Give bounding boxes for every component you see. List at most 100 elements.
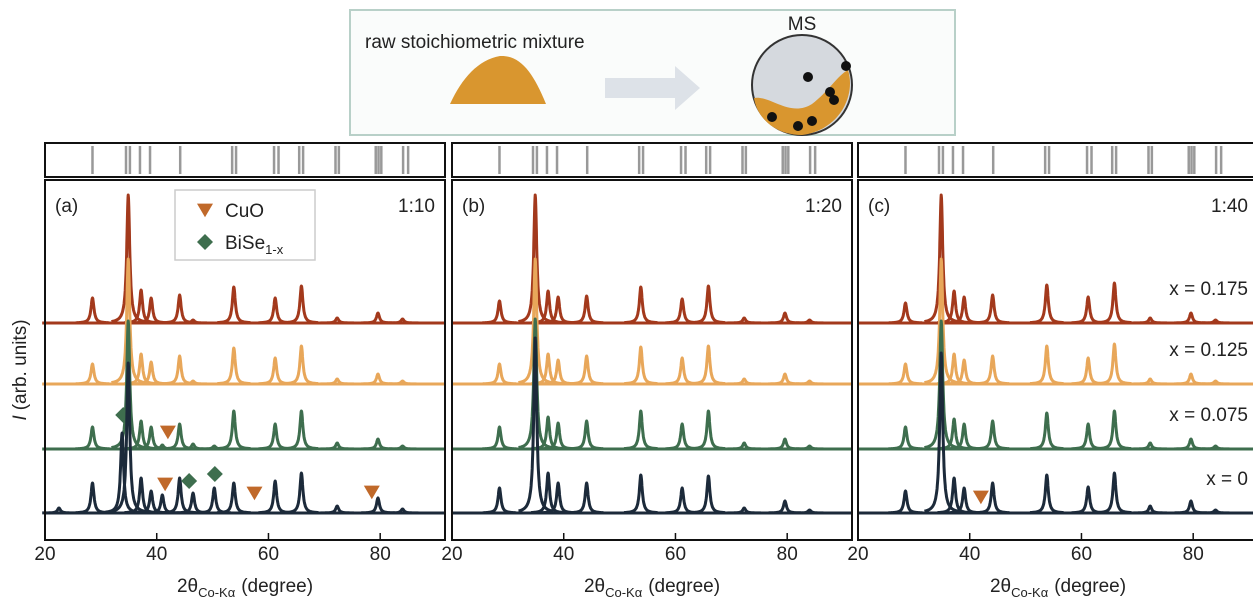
x-label-main: 2θ bbox=[177, 576, 198, 597]
peak bbox=[319, 504, 356, 515]
peak bbox=[215, 346, 252, 386]
phase-marker bbox=[972, 490, 989, 505]
x-axis-label: 2θCo-Kα (degree) bbox=[177, 576, 313, 600]
peak bbox=[384, 317, 421, 325]
peak bbox=[1096, 471, 1133, 515]
legend-sub: 1-x bbox=[265, 242, 284, 257]
panel-label: (c) bbox=[868, 196, 890, 217]
peak bbox=[1197, 444, 1234, 451]
peak bbox=[568, 354, 605, 386]
peak bbox=[215, 285, 252, 325]
panel: x = 0.175 x = 0.125 x = 0.075 x = 0 20 40 60 80… bbox=[847, 142, 1253, 600]
peak bbox=[283, 344, 320, 386]
peak bbox=[622, 345, 659, 386]
peak bbox=[974, 293, 1011, 325]
peak bbox=[1070, 356, 1107, 386]
peak bbox=[481, 299, 518, 325]
peak bbox=[517, 257, 554, 385]
peak bbox=[690, 344, 727, 386]
peak bbox=[568, 481, 605, 515]
peak bbox=[923, 351, 960, 513]
arrow bbox=[605, 66, 700, 110]
reference-box bbox=[451, 142, 853, 178]
series-label: x = 0.175 bbox=[1169, 279, 1248, 300]
peak bbox=[144, 493, 181, 515]
legend-marker bbox=[197, 234, 213, 250]
legend-marker bbox=[197, 203, 213, 218]
peak bbox=[257, 422, 294, 451]
peak bbox=[767, 499, 803, 515]
peak bbox=[74, 362, 111, 386]
peak bbox=[1197, 508, 1234, 515]
schematic-label: raw stoichiometric mixture bbox=[365, 32, 585, 53]
peak bbox=[690, 474, 727, 515]
series-label: x = 0.125 bbox=[1169, 340, 1248, 361]
phase-marker bbox=[206, 466, 223, 482]
series-label: x = 0 bbox=[1206, 469, 1248, 490]
y-label-symbol: I bbox=[10, 415, 31, 421]
peak bbox=[257, 296, 294, 325]
x-tick-label: 80 bbox=[370, 544, 391, 565]
peak bbox=[887, 362, 924, 386]
x-tick-label: 60 bbox=[258, 544, 279, 565]
legend-box bbox=[174, 189, 316, 261]
peak bbox=[161, 293, 198, 325]
peak bbox=[726, 377, 763, 386]
peak bbox=[319, 377, 356, 386]
peak bbox=[1096, 281, 1133, 325]
peak bbox=[110, 193, 147, 324]
peak bbox=[215, 481, 252, 515]
peak bbox=[664, 486, 701, 515]
phase-marker bbox=[157, 477, 174, 492]
peak bbox=[726, 506, 763, 515]
peak bbox=[791, 318, 828, 325]
peak bbox=[1096, 409, 1133, 451]
y-label-text: (arb. units) bbox=[10, 319, 31, 410]
peak bbox=[726, 441, 763, 451]
peak bbox=[936, 476, 973, 515]
peak bbox=[1132, 377, 1169, 386]
peak bbox=[517, 193, 554, 324]
peak bbox=[664, 356, 701, 386]
peak bbox=[161, 354, 198, 386]
peak bbox=[133, 489, 170, 515]
phase-marker bbox=[181, 473, 198, 489]
mill-powder bbox=[754, 70, 851, 135]
mill-label: MS bbox=[788, 14, 817, 35]
ratio-label: 1:10 bbox=[398, 196, 435, 217]
x-label-main: 2θ bbox=[584, 576, 605, 597]
peak bbox=[1070, 295, 1107, 325]
peak bbox=[1028, 411, 1065, 451]
schematic: raw stoichiometric mixture MS bbox=[349, 9, 956, 136]
peak bbox=[283, 284, 320, 325]
x-label-main: 2θ bbox=[990, 576, 1011, 597]
reference-box bbox=[857, 142, 1253, 178]
peak bbox=[161, 476, 198, 515]
schematic-box bbox=[349, 9, 956, 136]
legend-label: BiSe1-x bbox=[225, 233, 284, 257]
peak bbox=[923, 257, 960, 385]
peak bbox=[74, 481, 111, 515]
peak bbox=[887, 425, 924, 451]
peak bbox=[257, 356, 294, 386]
peak bbox=[540, 421, 577, 451]
peak bbox=[974, 419, 1011, 451]
legend: CuO BiSe1-x bbox=[174, 189, 316, 261]
peak bbox=[110, 257, 147, 385]
x-label-sub: Co-Kα bbox=[605, 585, 643, 600]
peak bbox=[540, 481, 577, 515]
peak bbox=[74, 296, 111, 325]
peak bbox=[791, 379, 828, 386]
x-tick-label: 40 bbox=[146, 544, 167, 565]
peak bbox=[540, 295, 577, 325]
peak bbox=[133, 425, 170, 451]
peak bbox=[384, 379, 421, 386]
peak bbox=[74, 425, 111, 451]
peak bbox=[622, 409, 659, 451]
plot-frame bbox=[44, 179, 446, 541]
peak bbox=[1096, 342, 1133, 386]
peak bbox=[1070, 422, 1107, 451]
peak bbox=[1028, 473, 1065, 515]
peak bbox=[791, 508, 828, 515]
x-tick-label: 20 bbox=[441, 544, 462, 565]
